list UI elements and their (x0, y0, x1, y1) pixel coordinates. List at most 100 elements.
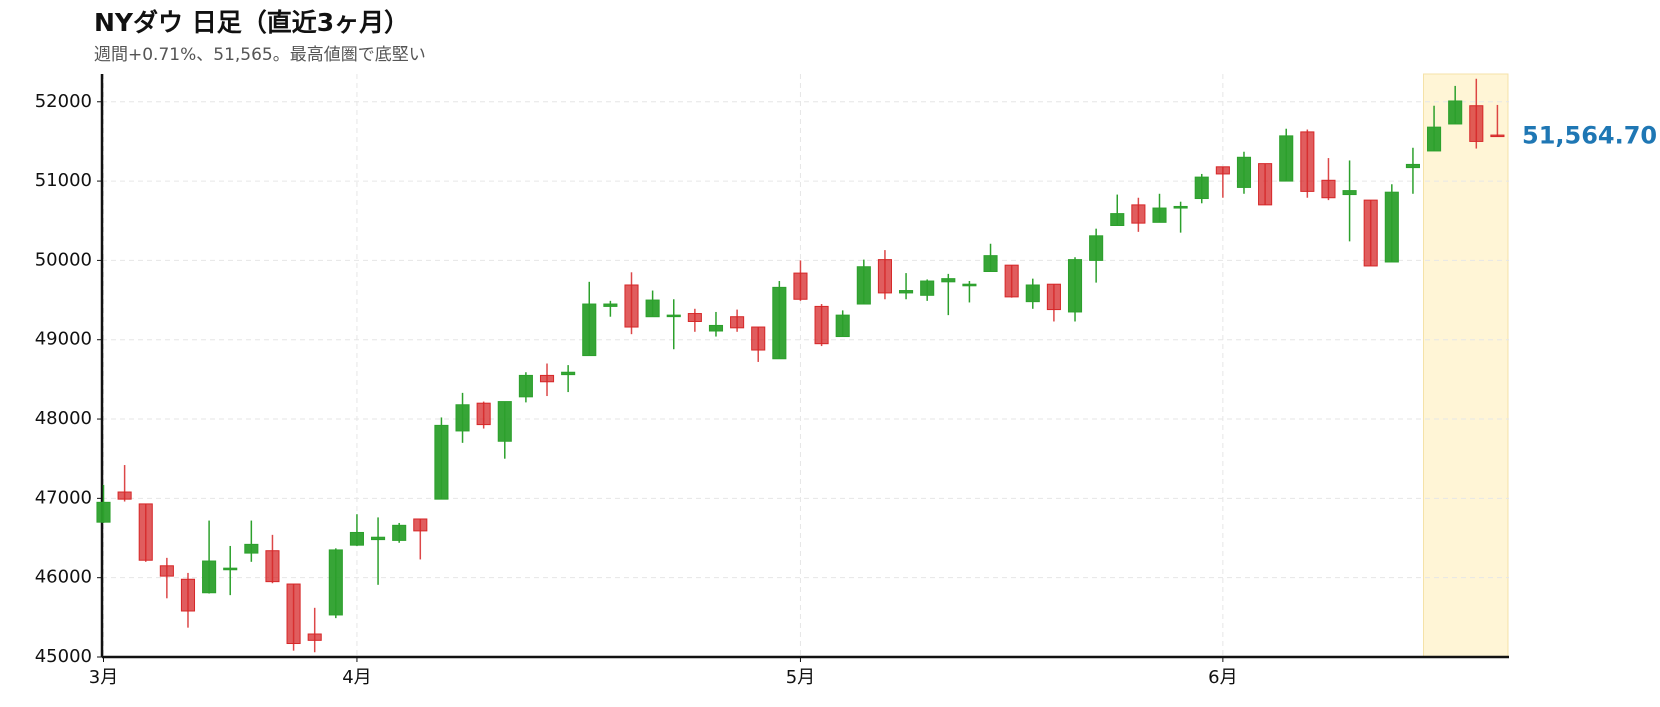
candle (265, 534, 280, 584)
candle (1469, 78, 1484, 149)
candle (1363, 199, 1378, 267)
candle-body (814, 305, 829, 345)
candle-body (518, 374, 533, 398)
candle-body (1215, 166, 1230, 175)
candle (223, 545, 238, 596)
candle-body (1004, 264, 1019, 298)
candle (835, 310, 850, 338)
x-tick-label: 6月 (1208, 667, 1237, 688)
candle (772, 281, 787, 360)
candle-body (1490, 134, 1505, 138)
candle-body (941, 278, 956, 283)
candle (1384, 184, 1399, 263)
candle-body (202, 560, 217, 594)
candle (1342, 160, 1357, 242)
candle (920, 279, 935, 301)
chart-subtitle: 週間+0.71%、51,565。最高値圏で底堅い (94, 45, 426, 65)
candle-body (687, 313, 702, 322)
candle (899, 273, 914, 300)
candle (1300, 129, 1315, 198)
candle (624, 272, 639, 335)
candle-body (1131, 204, 1146, 224)
candle (1427, 105, 1442, 152)
candle (1258, 163, 1273, 206)
candle-body (772, 286, 787, 360)
candle-body (1046, 283, 1061, 311)
candle-body (1152, 207, 1167, 223)
candle-body (1405, 163, 1420, 169)
candle-body (983, 255, 998, 273)
y-tick-label: 52000 (35, 91, 92, 112)
candle (159, 557, 174, 599)
candle (349, 514, 364, 546)
candle (1131, 197, 1146, 232)
candle-body (666, 314, 681, 318)
candle-body (455, 404, 470, 432)
candle-body (1067, 259, 1083, 313)
candle-body (962, 283, 977, 287)
candle-body (244, 543, 259, 554)
candle (1046, 283, 1061, 322)
candle (117, 465, 132, 502)
candle-body (603, 303, 618, 307)
candle (539, 363, 555, 397)
candle-body (561, 371, 576, 376)
candle-body (413, 518, 428, 532)
candle-body (1300, 131, 1315, 192)
candle (666, 299, 681, 350)
candle (687, 308, 702, 332)
candle-body (708, 324, 724, 332)
candle (434, 417, 449, 500)
candle-body (582, 303, 597, 357)
candle (645, 290, 660, 318)
candle-body (371, 536, 386, 541)
candle-body (349, 531, 364, 546)
x-tick-label: 3月 (89, 667, 118, 688)
candle-body (1469, 105, 1484, 142)
candle (392, 522, 407, 543)
x-tick-label: 5月 (786, 667, 815, 688)
candle-body (1258, 163, 1273, 206)
candle-body (877, 259, 892, 294)
candle (582, 281, 597, 357)
candle (708, 311, 724, 337)
y-tick-label: 51000 (35, 170, 92, 191)
candle (1321, 158, 1336, 201)
y-tick-label: 46000 (35, 567, 92, 588)
candle (1194, 173, 1209, 204)
candle-body (624, 284, 639, 328)
candle (730, 309, 745, 332)
candle-body (920, 280, 935, 296)
candle (497, 401, 512, 459)
y-tick-label: 47000 (35, 487, 92, 508)
candle-body (223, 567, 238, 571)
candle (877, 250, 892, 300)
candle (138, 503, 153, 562)
candle-body (1448, 100, 1463, 125)
candle-body (1089, 235, 1104, 261)
candle (455, 392, 470, 443)
candle (1173, 201, 1188, 233)
x-tick-label: 4月 (342, 667, 371, 688)
candle-body (434, 424, 449, 500)
candle-body (1279, 135, 1294, 182)
candle-body (835, 314, 850, 338)
candle (1215, 166, 1230, 198)
candle (286, 583, 301, 651)
candle-body (265, 550, 280, 583)
candle (1110, 194, 1125, 227)
candle (96, 484, 111, 523)
chart-title: NYダウ 日足（直近3ヶ月） (94, 8, 409, 37)
candle (962, 281, 977, 303)
candle-body (899, 290, 914, 294)
candle-body (1321, 179, 1336, 199)
candle (1152, 193, 1167, 223)
candle (814, 304, 829, 347)
candle (1405, 147, 1420, 194)
candle-body (476, 402, 491, 426)
candle (561, 365, 576, 393)
candle-body (159, 565, 174, 577)
candle (1004, 264, 1019, 298)
candle-body (307, 633, 322, 641)
